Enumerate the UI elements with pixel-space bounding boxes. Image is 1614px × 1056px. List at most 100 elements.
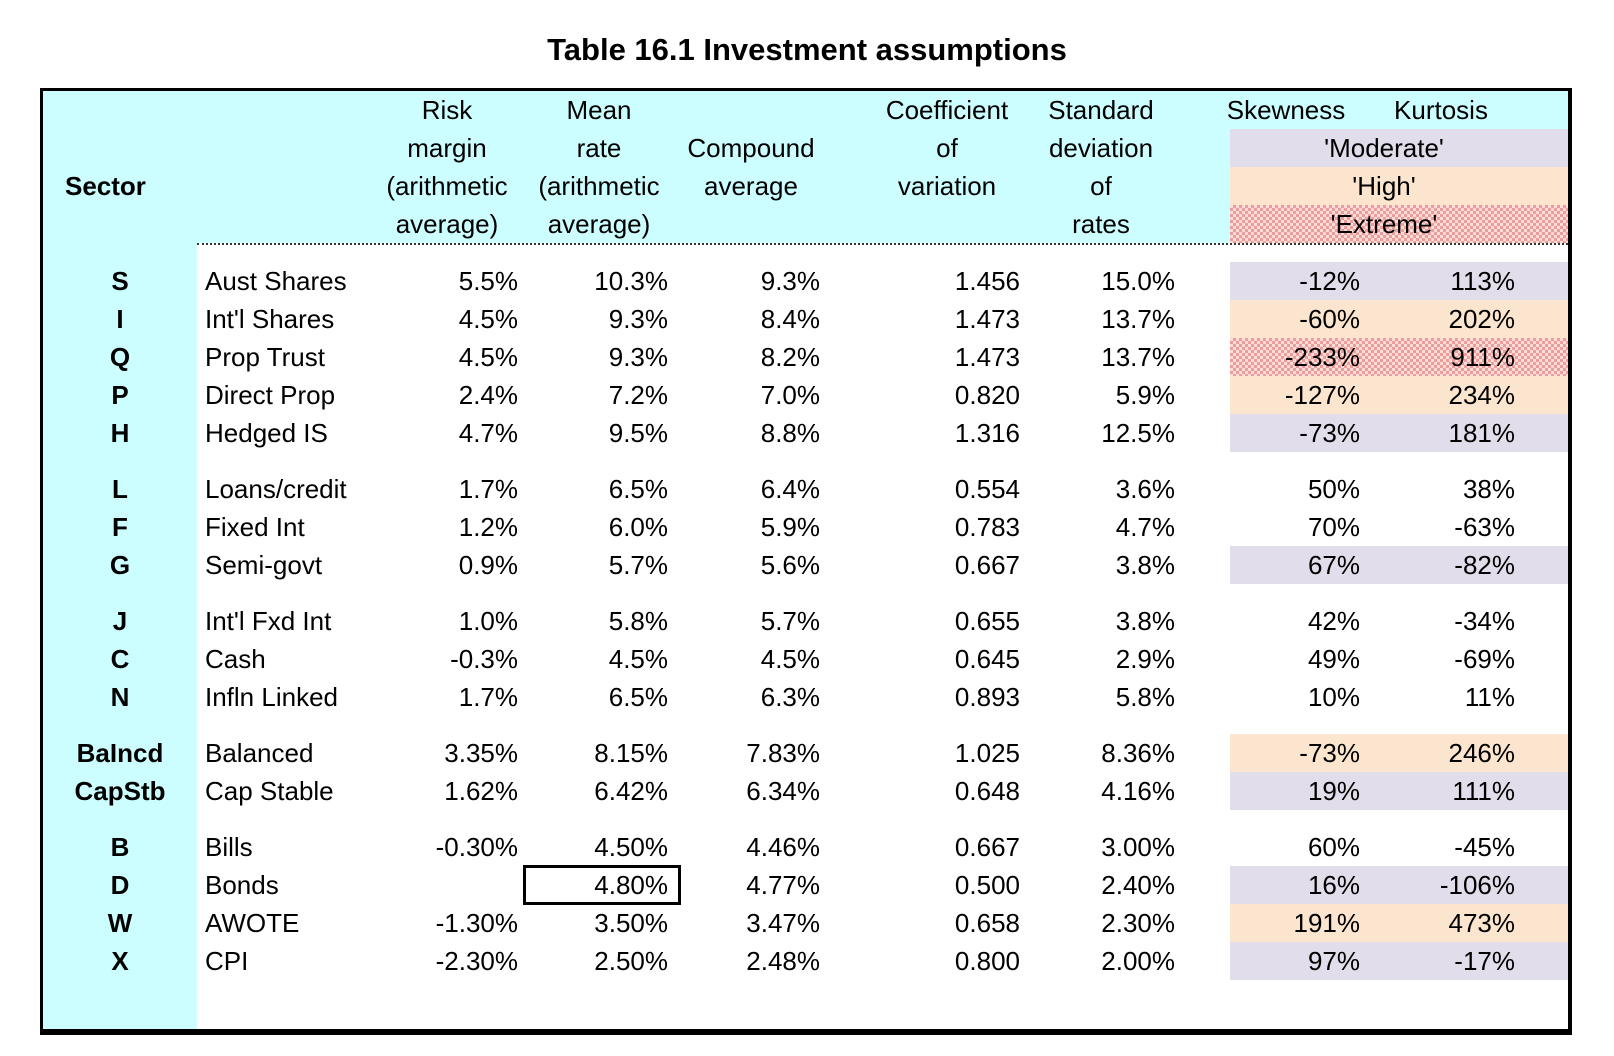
- cell-risk-margin: 4.5%: [458, 342, 518, 372]
- skew-kurt-band: -233% 911%: [1230, 338, 1568, 376]
- table-row: X CPI -2.30% 2.50% 2.48% 0.800 2.00% 97%…: [43, 942, 1568, 980]
- cell-mean-rate: 7.2%: [608, 380, 668, 410]
- group-gap: [43, 452, 1568, 470]
- cell-kurtosis: 181%: [1448, 418, 1516, 448]
- cell-standard-deviation: 3.6%: [1115, 474, 1175, 504]
- table-row: Q Prop Trust 4.5% 9.3% 8.2% 1.473 13.7% …: [43, 338, 1568, 376]
- table-row: S Aust Shares 5.5% 10.3% 9.3% 1.456 15.0…: [43, 262, 1568, 300]
- skew-kurt-band: 16% -106%: [1230, 866, 1568, 904]
- cell-sector-code: C: [110, 644, 130, 674]
- cell-risk-margin: 1.2%: [458, 512, 518, 542]
- cell-standard-deviation: 8.36%: [1101, 738, 1175, 768]
- cell-sector-name: Loans/credit: [205, 474, 347, 504]
- skew-kurt-band: 42% -34%: [1230, 602, 1568, 640]
- cell-sector-code: Q: [109, 342, 131, 372]
- cell-kurtosis: 202%: [1448, 304, 1516, 334]
- table-row: W AWOTE -1.30% 3.50% 3.47% 0.658 2.30% 1…: [43, 904, 1568, 942]
- cell-risk-margin: 4.5%: [458, 304, 518, 334]
- col-header-compound-average: Compound average: [676, 129, 826, 205]
- col-header-sector: Sector: [65, 171, 146, 201]
- legend-extreme-band: 'Extreme': [1230, 205, 1568, 243]
- table-row: I Int'l Shares 4.5% 9.3% 8.4% 1.473 13.7…: [43, 300, 1568, 338]
- header-line: of: [1090, 171, 1112, 201]
- cell-sector-name: Direct Prop: [205, 380, 336, 410]
- cell-sector-code: J: [112, 606, 128, 636]
- cell-risk-margin: -1.30%: [435, 908, 518, 938]
- cell-risk-margin: 2.4%: [458, 380, 518, 410]
- skew-kurt-band: 49% -69%: [1230, 640, 1568, 678]
- cell-skewness: 10%: [1307, 682, 1360, 712]
- cell-mean-rate: 4.80%: [594, 870, 668, 900]
- col-header-standard-deviation: Standard deviation of rates: [1026, 91, 1176, 243]
- header-line: average: [704, 171, 798, 201]
- cell-sector-code: X: [111, 946, 129, 976]
- cell-standard-deviation: 5.9%: [1115, 380, 1175, 410]
- cell-mean-rate: 9.5%: [608, 418, 668, 448]
- cell-sector-code: F: [112, 512, 128, 542]
- cell-coefficient-of-variation: 0.667: [954, 832, 1020, 862]
- cell-sector-name: Infln Linked: [205, 682, 338, 712]
- cell-kurtosis: -34%: [1454, 606, 1515, 636]
- cell-skewness: -73%: [1299, 738, 1360, 768]
- skew-kurt-band: 191% 473%: [1230, 904, 1568, 942]
- header-line: rate: [576, 133, 622, 163]
- cell-compound-average: 7.83%: [746, 738, 820, 768]
- selected-cell-outline: [523, 865, 681, 905]
- cell-skewness: -73%: [1299, 418, 1360, 448]
- investment-table: Sector Risk margin (arithmetic average) …: [40, 88, 1572, 1035]
- cell-sector-code: CapStb: [74, 776, 166, 806]
- skew-kurt-band: 60% -45%: [1230, 828, 1568, 866]
- cell-coefficient-of-variation: 0.820: [954, 380, 1020, 410]
- cell-mean-rate: 5.8%: [608, 606, 668, 636]
- header-line: margin: [407, 133, 487, 163]
- cell-sector-name: Cap Stable: [205, 776, 334, 806]
- cell-skewness: 42%: [1307, 606, 1360, 636]
- cell-sector-name: Prop Trust: [205, 342, 325, 372]
- skew-kurt-band: -73% 246%: [1230, 734, 1568, 772]
- cell-compound-average: 3.47%: [746, 908, 820, 938]
- cell-kurtosis: 234%: [1448, 380, 1516, 410]
- skew-kurt-band: 10% 11%: [1230, 678, 1568, 716]
- skew-kurt-band: -127% 234%: [1230, 376, 1568, 414]
- cell-coefficient-of-variation: 1.473: [954, 304, 1020, 334]
- cell-mean-rate: 2.50%: [594, 946, 668, 976]
- cell-skewness: 16%: [1307, 870, 1360, 900]
- cell-sector-code: G: [109, 550, 131, 580]
- cell-kurtosis: -69%: [1454, 644, 1515, 674]
- skew-kurt-band: -60% 202%: [1230, 300, 1568, 338]
- cell-skewness: -60%: [1299, 304, 1360, 334]
- cell-sector-name: Aust Shares: [205, 266, 347, 296]
- cell-coefficient-of-variation: 1.456: [954, 266, 1020, 296]
- cell-sector-name: Balanced: [205, 738, 314, 768]
- cell-sector-name: Semi-govt: [205, 550, 323, 580]
- cell-coefficient-of-variation: 0.554: [954, 474, 1020, 504]
- cell-kurtosis: -45%: [1454, 832, 1515, 862]
- header-line: variation: [897, 171, 997, 201]
- cell-skewness: -127%: [1284, 380, 1360, 410]
- header-line: Risk: [421, 95, 473, 125]
- cell-compound-average: 6.34%: [746, 776, 820, 806]
- header-line: Standard: [1048, 95, 1154, 125]
- cell-compound-average: 2.48%: [746, 946, 820, 976]
- table-row: N Infln Linked 1.7% 6.5% 6.3% 0.893 5.8%…: [43, 678, 1568, 716]
- skew-kurt-band: 70% -63%: [1230, 508, 1568, 546]
- cell-skewness: -233%: [1284, 342, 1360, 372]
- cell-standard-deviation: 3.8%: [1115, 606, 1175, 636]
- cell-sector-code: BaIncd: [76, 738, 164, 768]
- cell-standard-deviation: 2.9%: [1115, 644, 1175, 674]
- skew-kurt-band: 19% 111%: [1230, 772, 1568, 810]
- cell-sector-code: L: [112, 474, 128, 504]
- cell-risk-margin: -0.30%: [435, 832, 518, 862]
- cell-kurtosis: -106%: [1439, 870, 1515, 900]
- skew-kurt-band: -12% 113%: [1230, 262, 1568, 300]
- cell-risk-margin: 1.0%: [458, 606, 518, 636]
- cell-mean-rate: 4.5%: [608, 644, 668, 674]
- cell-compound-average: 4.5%: [760, 644, 820, 674]
- cell-coefficient-of-variation: 0.783: [954, 512, 1020, 542]
- cell-mean-rate: 9.3%: [608, 304, 668, 334]
- group-gap: [43, 584, 1568, 602]
- cell-mean-rate: 6.42%: [594, 776, 668, 806]
- skew-kurt-band: 97% -17%: [1230, 942, 1568, 980]
- col-header-kurtosis: Kurtosis: [1394, 95, 1488, 125]
